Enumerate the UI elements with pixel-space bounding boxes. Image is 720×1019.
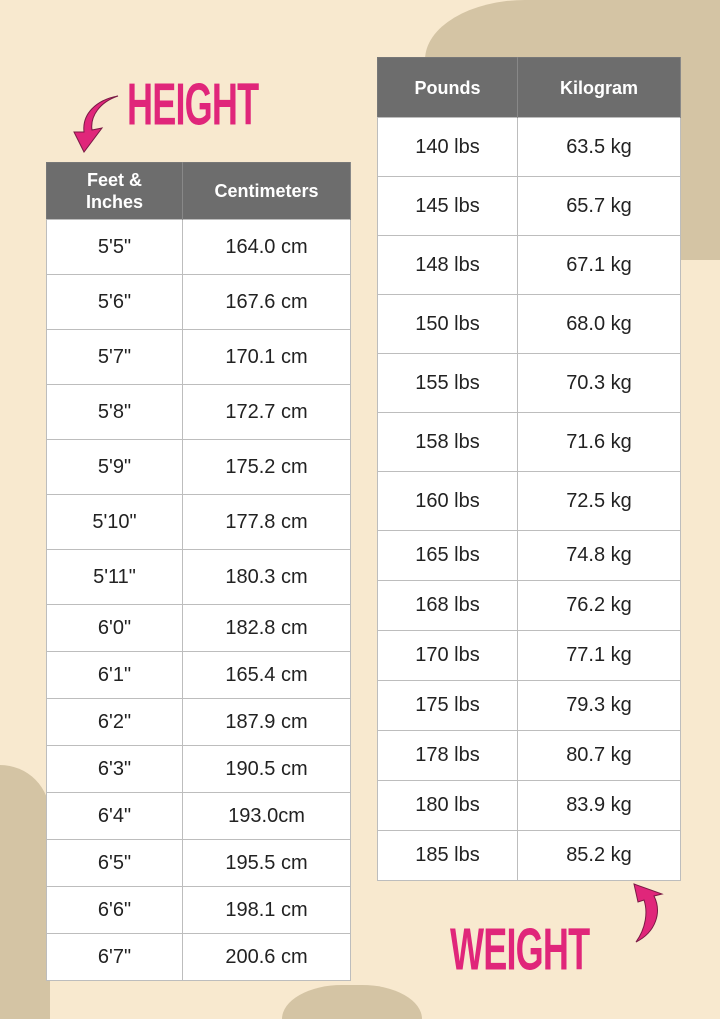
row-label-cell: 6'0" xyxy=(46,604,183,652)
row-value-cell: 165.4 cm xyxy=(182,651,351,699)
row-value-cell: 193.0cm xyxy=(182,792,351,840)
table-row: 170 lbs 77.1 kg xyxy=(377,630,681,681)
row-label-cell: 158 lbs xyxy=(377,412,518,472)
table-row: 6'4" 193.0cm xyxy=(46,792,351,840)
row-label-cell: 150 lbs xyxy=(377,294,518,354)
row-value-cell: 85.2 kg xyxy=(517,830,681,881)
row-value-cell: 195.5 cm xyxy=(182,839,351,887)
table-row: 150 lbs 68.0 kg xyxy=(377,294,681,354)
table-row: 5'8" 172.7 cm xyxy=(46,384,351,440)
row-label-cell: 5'7" xyxy=(46,329,183,385)
table-row: 180 lbs 83.9 kg xyxy=(377,780,681,831)
row-label-cell: 5'10" xyxy=(46,494,183,550)
table-row: 158 lbs 71.6 kg xyxy=(377,412,681,472)
weight-title: WEIGHT xyxy=(450,916,590,984)
row-label-cell: 6'4" xyxy=(46,792,183,840)
row-label-cell: 5'5" xyxy=(46,219,183,275)
column-header: Centimeters xyxy=(182,162,351,220)
row-label-cell: 6'7" xyxy=(46,933,183,981)
row-value-cell: 83.9 kg xyxy=(517,780,681,831)
table-row: 175 lbs 79.3 kg xyxy=(377,680,681,731)
decorative-blob xyxy=(0,765,50,1019)
table-row: 168 lbs 76.2 kg xyxy=(377,580,681,631)
table-row: 5'6" 167.6 cm xyxy=(46,274,351,330)
row-value-cell: 76.2 kg xyxy=(517,580,681,631)
row-value-cell: 190.5 cm xyxy=(182,745,351,793)
row-value-cell: 187.9 cm xyxy=(182,698,351,746)
row-label-cell: 5'6" xyxy=(46,274,183,330)
table-row: 6'7" 200.6 cm xyxy=(46,933,351,981)
row-label-cell: 6'6" xyxy=(46,886,183,934)
height-title: HEIGHT xyxy=(127,71,259,139)
table-row: 5'9" 175.2 cm xyxy=(46,439,351,495)
column-header: Kilogram xyxy=(517,57,681,118)
curved-arrow-up-icon xyxy=(633,883,664,943)
row-value-cell: 79.3 kg xyxy=(517,680,681,731)
row-label-cell: 155 lbs xyxy=(377,353,518,413)
row-label-cell: 5'8" xyxy=(46,384,183,440)
row-value-cell: 175.2 cm xyxy=(182,439,351,495)
table-row: 185 lbs 85.2 kg xyxy=(377,830,681,881)
row-value-cell: 71.6 kg xyxy=(517,412,681,472)
table-row: 178 lbs 80.7 kg xyxy=(377,730,681,781)
row-value-cell: 74.8 kg xyxy=(517,530,681,581)
column-header: Pounds xyxy=(377,57,518,118)
table-row: 6'3" 190.5 cm xyxy=(46,745,351,793)
height-table: Feet & Inches Centimeters 5'5" 164.0 cm 5'… xyxy=(46,162,351,981)
table-row: 5'7" 170.1 cm xyxy=(46,329,351,385)
row-label-cell: 160 lbs xyxy=(377,471,518,531)
row-label-cell: 165 lbs xyxy=(377,530,518,581)
table-row: 148 lbs 67.1 kg xyxy=(377,235,681,295)
table-row: 165 lbs 74.8 kg xyxy=(377,530,681,581)
row-value-cell: 182.8 cm xyxy=(182,604,351,652)
row-value-cell: 164.0 cm xyxy=(182,219,351,275)
table-row: 5'11" 180.3 cm xyxy=(46,549,351,605)
row-value-cell: 68.0 kg xyxy=(517,294,681,354)
row-label-cell: 168 lbs xyxy=(377,580,518,631)
table-row: 160 lbs 72.5 kg xyxy=(377,471,681,531)
row-value-cell: 70.3 kg xyxy=(517,353,681,413)
row-value-cell: 198.1 cm xyxy=(182,886,351,934)
row-value-cell: 80.7 kg xyxy=(517,730,681,781)
row-label-cell: 145 lbs xyxy=(377,176,518,236)
row-label-cell: 6'2" xyxy=(46,698,183,746)
row-label-cell: 185 lbs xyxy=(377,830,518,881)
table-row: 6'5" 195.5 cm xyxy=(46,839,351,887)
decorative-blob xyxy=(282,985,422,1019)
row-value-cell: 180.3 cm xyxy=(182,549,351,605)
row-value-cell: 200.6 cm xyxy=(182,933,351,981)
table-row: 5'5" 164.0 cm xyxy=(46,219,351,275)
row-value-cell: 77.1 kg xyxy=(517,630,681,681)
table-row: 6'6" 198.1 cm xyxy=(46,886,351,934)
row-label-cell: 178 lbs xyxy=(377,730,518,781)
row-label-cell: 180 lbs xyxy=(377,780,518,831)
row-value-cell: 67.1 kg xyxy=(517,235,681,295)
curved-arrow-down-icon xyxy=(73,95,119,153)
row-value-cell: 170.1 cm xyxy=(182,329,351,385)
row-label-cell: 170 lbs xyxy=(377,630,518,681)
column-header: Feet & Inches xyxy=(46,162,183,220)
row-value-cell: 72.5 kg xyxy=(517,471,681,531)
row-label-cell: 6'3" xyxy=(46,745,183,793)
row-label-cell: 5'11" xyxy=(46,549,183,605)
table-row: 145 lbs 65.7 kg xyxy=(377,176,681,236)
table-row: 155 lbs 70.3 kg xyxy=(377,353,681,413)
row-label-cell: 5'9" xyxy=(46,439,183,495)
row-value-cell: 177.8 cm xyxy=(182,494,351,550)
row-label-cell: 175 lbs xyxy=(377,680,518,731)
row-label-cell: 6'5" xyxy=(46,839,183,887)
table-row: 6'0" 182.8 cm xyxy=(46,604,351,652)
row-value-cell: 63.5 kg xyxy=(517,117,681,177)
table-row: 5'10" 177.8 cm xyxy=(46,494,351,550)
row-label-cell: 140 lbs xyxy=(377,117,518,177)
table-row: 140 lbs 63.5 kg xyxy=(377,117,681,177)
table-row: 6'1" 165.4 cm xyxy=(46,651,351,699)
row-value-cell: 172.7 cm xyxy=(182,384,351,440)
weight-table: Pounds Kilogram 140 lbs 63.5 kg 145 lbs 65.… xyxy=(377,57,681,881)
row-value-cell: 65.7 kg xyxy=(517,176,681,236)
row-value-cell: 167.6 cm xyxy=(182,274,351,330)
table-row: 6'2" 187.9 cm xyxy=(46,698,351,746)
row-label-cell: 6'1" xyxy=(46,651,183,699)
row-label-cell: 148 lbs xyxy=(377,235,518,295)
